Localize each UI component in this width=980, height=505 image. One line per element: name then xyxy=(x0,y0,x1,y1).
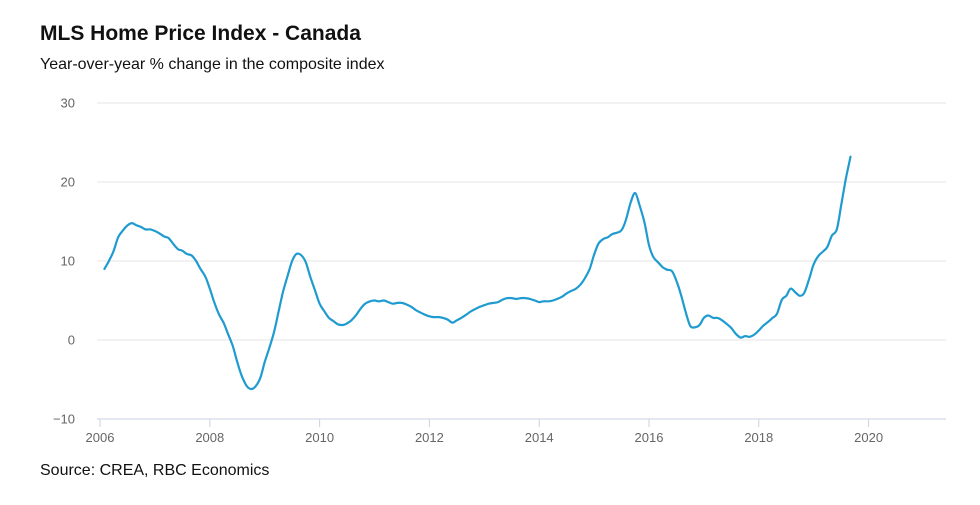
y-tick-label: 20 xyxy=(61,175,75,190)
x-tick-label: 2018 xyxy=(744,430,773,445)
x-tick-label: 2008 xyxy=(195,430,224,445)
x-tick-label: 2020 xyxy=(854,430,883,445)
x-tick-label: 2012 xyxy=(415,430,444,445)
chart-title: MLS Home Price Index - Canada xyxy=(40,22,361,45)
y-tick-label: 10 xyxy=(61,254,75,269)
source-note: Source: CREA, RBC Economics xyxy=(40,462,270,479)
y-tick-label: 30 xyxy=(61,96,75,111)
series-line-0 xyxy=(103,155,852,391)
y-tick-label: 0 xyxy=(68,333,75,348)
gridlines xyxy=(97,102,946,341)
series xyxy=(103,155,852,391)
chart-subtitle: Year-over-year % change in the composite… xyxy=(40,56,385,73)
x-tick-label: 2010 xyxy=(305,430,334,445)
y-tick-label: −10 xyxy=(53,412,75,427)
x-tick-label: 2014 xyxy=(525,430,554,445)
x-tick-label: 2006 xyxy=(86,430,115,445)
x-axis-ticks: 2006 2008 2010 2012 2014 2016 2018 2020 xyxy=(86,419,883,445)
y-axis-ticks: −10 0 10 20 30 xyxy=(53,96,75,427)
x-tick-label: 2016 xyxy=(635,430,664,445)
